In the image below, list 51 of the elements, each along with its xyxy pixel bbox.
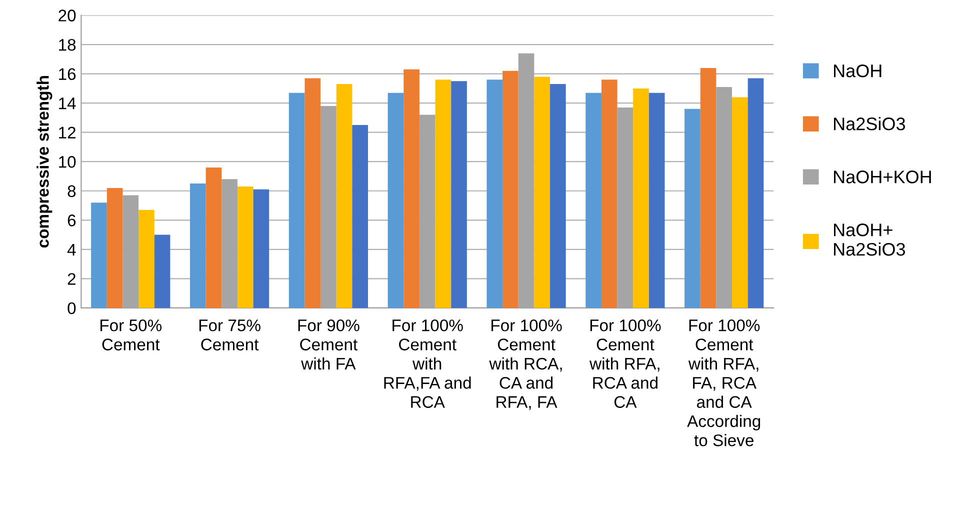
y-tick-label: 0 <box>68 302 76 314</box>
bar <box>586 92 602 308</box>
y-tick-label: 18 <box>59 38 76 51</box>
legend-label: Na2SiO3 <box>834 117 906 130</box>
x-tick-label: For 100% Cement with RFA, FA, RCA and CA According to Sieve <box>687 319 760 446</box>
bar <box>106 188 123 308</box>
bar <box>91 202 107 308</box>
bar <box>288 92 305 308</box>
y-axis-title: compressive strength <box>36 76 52 248</box>
bar <box>732 97 748 308</box>
bar <box>352 125 368 308</box>
y-tick-label: 12 <box>59 126 76 138</box>
bar <box>601 80 618 308</box>
x-tick-label: For 100% Cement with RFA,FA and RCA <box>384 319 471 408</box>
bar <box>138 210 154 308</box>
bar <box>435 80 452 308</box>
y-tick-label: 6 <box>68 214 76 226</box>
bar <box>700 68 716 308</box>
x-tick-label: For 100% Cement with RCA, CA and RFA, FA <box>489 319 562 410</box>
y-tick-label: 8 <box>68 185 76 198</box>
x-tick-label: For 50% Cement <box>100 319 162 350</box>
y-tick-label: 20 <box>58 10 76 22</box>
bar <box>206 167 222 308</box>
y-tick-label: 10 <box>59 156 76 168</box>
bar <box>154 234 170 308</box>
bar <box>253 189 270 308</box>
bar <box>684 108 700 308</box>
bar <box>648 92 665 308</box>
bar <box>550 84 566 308</box>
bar <box>748 78 764 308</box>
y-tick-label: 2 <box>68 273 76 285</box>
bar <box>633 88 649 308</box>
bar <box>534 76 550 308</box>
y-tick-label: 4 <box>67 244 76 256</box>
y-tick-label: 16 <box>59 68 76 80</box>
bar <box>486 80 503 308</box>
legend-label: NaOH+KOH <box>834 170 931 184</box>
x-tick-label: For 75% Cement <box>199 320 260 350</box>
y-tick-label: 14 <box>59 98 76 110</box>
legend-label: NaOH+ Na2SiO3 <box>834 224 906 256</box>
bar <box>237 186 254 308</box>
x-tick-label: For 100% Cement with RFA, RCA and CA <box>590 319 661 408</box>
legend-label: NaOH <box>834 64 882 78</box>
bar <box>336 84 352 308</box>
bar <box>451 81 467 308</box>
bar <box>190 184 206 308</box>
bar <box>388 92 404 308</box>
bar <box>404 69 420 308</box>
bar <box>502 70 518 308</box>
bar <box>304 78 321 308</box>
x-tick-label: For 90% Cement with FA <box>298 319 360 370</box>
